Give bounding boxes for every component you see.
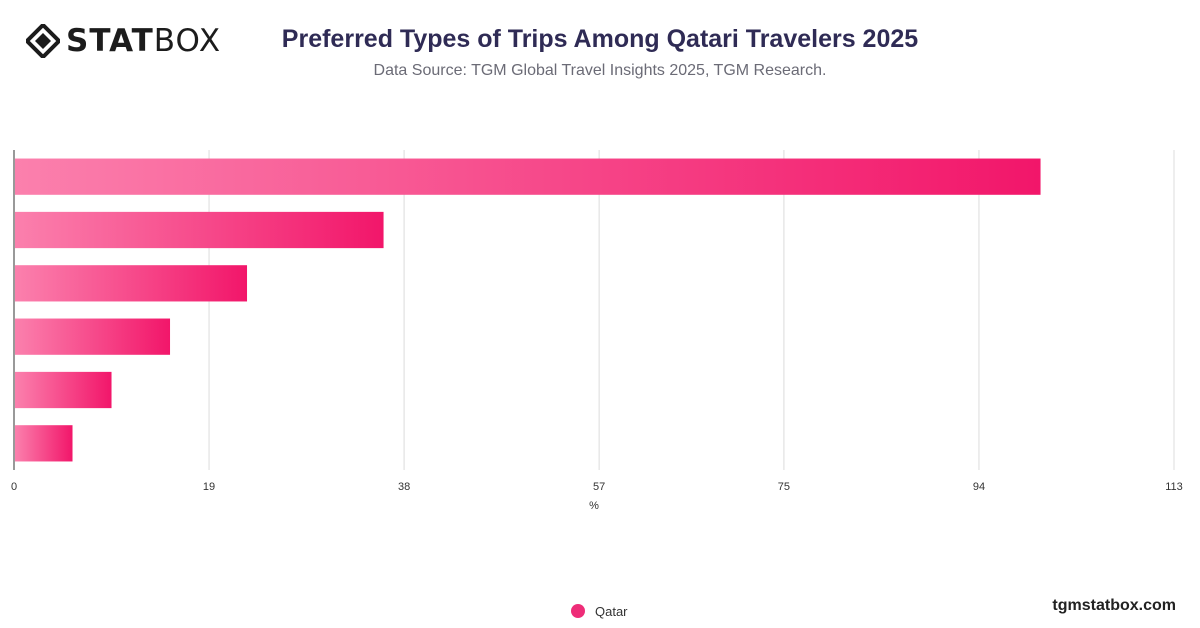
- bar-3: [15, 318, 171, 355]
- x-tick-label-1: 19: [203, 481, 215, 493]
- x-tick-label-5: 94: [973, 481, 985, 493]
- bars: [15, 158, 1041, 462]
- chart-title: Preferred Types of Trips Among Qatari Tr…: [281, 25, 919, 53]
- grid-lines: [208, 150, 1175, 470]
- x-tick-label-6: 113: [1165, 481, 1183, 493]
- logo-bold-text: STAT: [66, 23, 154, 59]
- statbox-diamond-icon: [26, 24, 60, 58]
- brand-watermark: tgmstatbox.com: [1052, 597, 1176, 614]
- bar-4: [15, 371, 112, 409]
- x-axis-label: %: [589, 500, 599, 512]
- chart-subtitle: Data Source: TGM Global Travel Insights …: [373, 62, 827, 79]
- x-tick-label-2: 38: [398, 481, 410, 493]
- bar-0: [15, 158, 1041, 195]
- legend-label-qatar: Qatar: [595, 603, 628, 619]
- bar-1: [15, 211, 384, 249]
- x-tick-label-0: 0: [11, 481, 17, 493]
- bar-2: [15, 265, 248, 302]
- statbox-logo: STATBOX: [26, 24, 221, 58]
- bar-5: [15, 425, 73, 462]
- legend: Qatar: [571, 602, 628, 620]
- logo-light-text: BOX: [153, 23, 222, 59]
- x-tick-label-4: 75: [778, 481, 790, 493]
- legend-swatch-qatar: [571, 604, 585, 618]
- statbox-wordmark: STATBOX: [66, 24, 221, 58]
- axes: 0 19 38 57 75 94 113%: [11, 150, 1183, 512]
- x-tick-label-3: 57: [593, 481, 605, 493]
